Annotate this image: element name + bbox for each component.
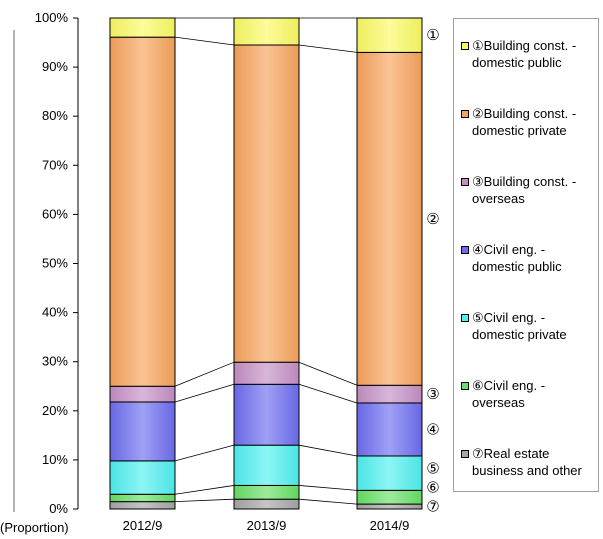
segment-marker: ⑤ [426,460,439,478]
legend-label: ⑥Civil eng. - overseas [472,378,546,410]
legend-swatch [461,42,469,50]
bar-segment [356,402,423,457]
legend-swatch [461,314,469,322]
y-tick-label: 80% [42,108,68,123]
legend-label: ②Building const. - domestic private [472,106,577,138]
legend-swatch [461,382,469,390]
bar-segment [356,503,423,510]
connector-line [298,44,358,53]
bar-segment [109,36,176,387]
segment-marker: ③ [426,385,439,403]
segment-marker: ④ [426,420,439,438]
x-tick-label: 2012/9 [123,518,163,533]
connector-line [174,36,235,46]
y-tick-label: 30% [42,354,68,369]
y-tick-label: 100% [35,10,69,25]
y-tick-label: 60% [42,206,68,221]
y-tick-label: 40% [42,305,68,320]
bar-segment [356,17,423,53]
x-ticks: 2012/9 2013/9 2014/9 [123,518,410,533]
bar-segment [233,361,300,385]
x-tick-label: 2013/9 [247,518,287,533]
connector-line [174,485,235,495]
connector-line [174,361,235,387]
connector-line [174,498,235,503]
bar-segment [233,498,300,510]
legend-label: ④Civil eng. - domestic public [472,242,562,274]
x-tick-label: 2014/9 [370,518,410,533]
bar-segment [109,17,176,38]
y-tick-label: 50% [42,256,68,271]
bar-segment [233,44,300,363]
segment-marker: ① [426,26,439,44]
segment-markers: ⑦⑥⑤ ④ ③ ② ① [426,26,439,515]
segment-marker: ② [426,210,439,228]
bar-segment [109,460,176,495]
connector-line [298,444,358,457]
legend: ①Building const. - domestic public ②Build… [453,18,599,492]
bar-segment [356,455,423,491]
y-ticks: 0% 10% 20% 30% 40% 50% 60% 70% 80% 90% 100% [35,10,78,516]
y-axis-label: (Proportion) [0,520,69,535]
connector-line [298,498,358,505]
bar-segment [356,51,423,386]
y-tick-label: 0% [49,501,68,516]
bar-segment [233,17,300,46]
bar-segment [356,489,423,505]
connector-line [174,383,235,403]
connector-line [298,383,358,404]
segment-marker: ⑦ [426,498,439,516]
bar-segment [356,384,423,404]
legend-swatch [461,178,469,186]
legend-swatch [461,450,469,458]
y-tick-label: 20% [42,403,68,418]
segment-marker: ⑥ [426,479,439,497]
bar-segment [109,493,176,503]
bar-segment [109,385,176,403]
y-tick-label: 10% [42,452,68,467]
legend-label: ③Building const. - overseas [472,174,577,206]
legend-swatch [461,246,469,254]
legend-label: ⑤Civil eng. - domestic private [472,310,567,342]
bar-segment [109,401,176,462]
legend-label: ⑦Real estate business and other [472,446,582,478]
y-tick-label: 90% [42,59,68,74]
connector-line [298,485,358,491]
y-tick-label: 70% [42,157,68,172]
connector-line [298,361,358,386]
legend-label: ①Building const. - domestic public [472,38,577,70]
bars [109,17,423,510]
bar-segment [109,501,176,510]
connector-lines [174,17,358,505]
bar-segment [233,383,300,446]
connector-line [174,444,235,462]
bar-segment [233,484,300,500]
legend-swatch [461,110,469,118]
bar-segment [233,444,300,486]
